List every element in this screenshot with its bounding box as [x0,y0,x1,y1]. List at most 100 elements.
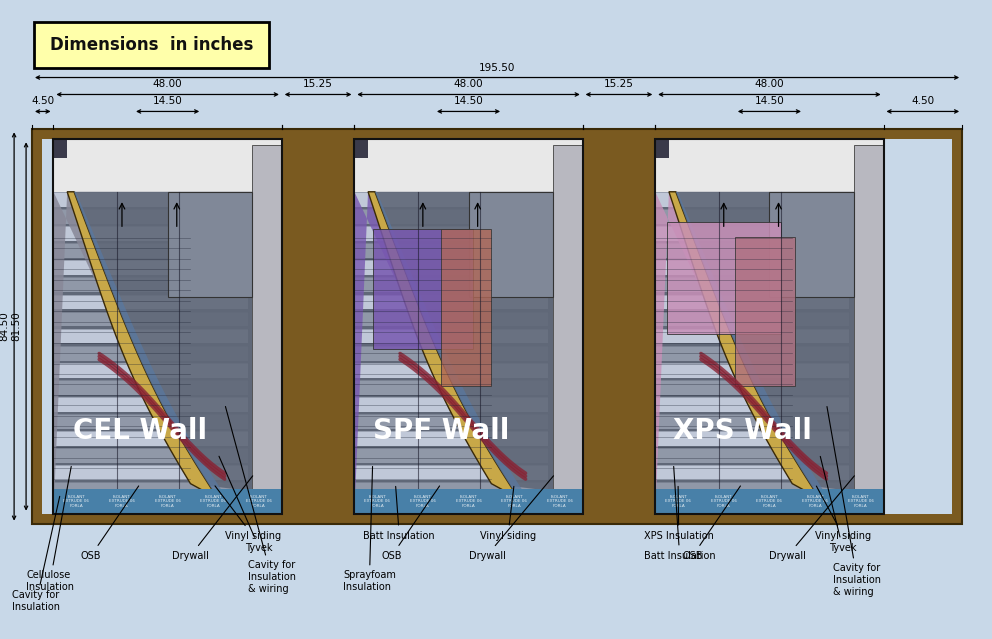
Text: ISOLANT
EXTRUDE 06
FORLA: ISOLANT EXTRUDE 06 FORLA [665,495,691,508]
Text: ISOLANT
EXTRUDE 06
FORLA: ISOLANT EXTRUDE 06 FORLA [364,495,390,508]
Text: 48.00: 48.00 [153,79,183,89]
Bar [354,362,549,378]
Bar [656,139,884,514]
Bar [54,397,248,412]
Bar [656,158,849,173]
Polygon shape [67,192,282,495]
Bar [656,413,849,429]
Text: ISOLANT
EXTRUDE 06
FORLA: ISOLANT EXTRUDE 06 FORLA [109,495,135,508]
Bar [656,312,849,327]
Text: ISOLANT
EXTRUDE 06
FORLA: ISOLANT EXTRUDE 06 FORLA [757,495,783,508]
Text: 48.00: 48.00 [755,79,785,89]
Bar [354,243,549,258]
Text: ISOLANT
EXTRUDE 06
FORLA: ISOLANT EXTRUDE 06 FORLA [848,495,874,508]
Bar [656,210,849,224]
Polygon shape [656,192,793,514]
Polygon shape [67,192,218,498]
Bar [54,482,248,497]
Bar [656,482,849,497]
Bar [168,192,252,296]
Text: CEL Wall: CEL Wall [73,417,207,445]
Bar [32,130,962,523]
Text: Cavity for
Insulation
& wiring: Cavity for Insulation & wiring [225,406,296,594]
Bar [553,144,582,514]
Bar [656,139,669,158]
Bar [54,498,248,514]
Polygon shape [676,192,828,498]
Bar [54,362,248,378]
Bar [54,192,248,208]
Bar [54,243,248,258]
Bar [468,192,553,296]
Bar [54,176,248,190]
Bar [854,144,884,514]
Text: OSB: OSB [382,486,439,560]
Bar [354,482,549,497]
Text: Batt Insulation: Batt Insulation [363,486,435,541]
Bar [54,447,248,463]
Bar [354,489,582,514]
Bar [656,139,884,514]
Polygon shape [354,192,491,514]
Bar [656,243,849,258]
Text: 15.25: 15.25 [304,79,333,89]
Bar [54,380,248,394]
Bar [354,158,549,173]
Text: Dimensions  in inches: Dimensions in inches [50,36,253,54]
Bar [354,413,549,429]
Text: ISOLANT
EXTRUDE 06
FORLA: ISOLANT EXTRUDE 06 FORLA [547,495,572,508]
Text: 14.50: 14.50 [755,96,785,107]
Text: 4.50: 4.50 [912,96,934,107]
Text: ISOLANT
EXTRUDE 06
FORLA: ISOLANT EXTRUDE 06 FORLA [803,495,828,508]
Bar [354,277,549,293]
Bar [656,261,849,275]
Bar [54,277,248,293]
Bar [735,236,795,387]
Bar [656,498,849,514]
Text: ISOLANT
EXTRUDE 06
FORLA: ISOLANT EXTRUDE 06 FORLA [200,495,226,508]
Polygon shape [54,192,190,514]
Bar [354,176,549,190]
Text: Cavity for
Insulation
& wiring: Cavity for Insulation & wiring [827,406,881,597]
Text: Vinyl siding: Vinyl siding [215,486,281,541]
Text: Tyvek: Tyvek [219,456,273,553]
Text: ISOLANT
EXTRUDE 06
FORLA: ISOLANT EXTRUDE 06 FORLA [710,495,737,508]
Bar [770,192,854,296]
Bar [354,498,549,514]
Bar [354,226,549,242]
Text: ISOLANT
EXTRUDE 06
FORLA: ISOLANT EXTRUDE 06 FORLA [246,495,272,508]
Text: 4.50: 4.50 [31,96,55,107]
Bar [54,346,248,360]
Bar [354,261,549,275]
Text: Drywall: Drywall [770,476,854,560]
Polygon shape [669,192,819,498]
Bar [354,447,549,463]
Polygon shape [368,192,582,495]
Bar [54,139,282,514]
Bar [656,277,849,293]
Bar [54,261,248,275]
Text: ISOLANT
EXTRUDE 06
FORLA: ISOLANT EXTRUDE 06 FORLA [501,495,527,508]
Bar [354,431,549,445]
Text: Batt Insulation: Batt Insulation [644,466,715,560]
Text: 81.50: 81.50 [11,312,21,341]
Bar [54,139,67,158]
Bar [54,139,282,192]
Bar [373,229,473,349]
Text: Drywall: Drywall [468,476,554,560]
Polygon shape [368,192,519,498]
Bar [656,362,849,378]
Bar [354,380,549,394]
Bar [54,226,248,242]
Bar [354,192,549,208]
Bar [656,295,849,309]
Bar [42,139,952,514]
Bar [54,413,248,429]
Bar [656,489,884,514]
Bar [354,312,549,327]
Bar [656,346,849,360]
Bar [354,295,549,309]
Text: XPS Insulation: XPS Insulation [644,486,713,541]
Text: 195.50: 195.50 [479,63,515,73]
Bar [656,431,849,445]
